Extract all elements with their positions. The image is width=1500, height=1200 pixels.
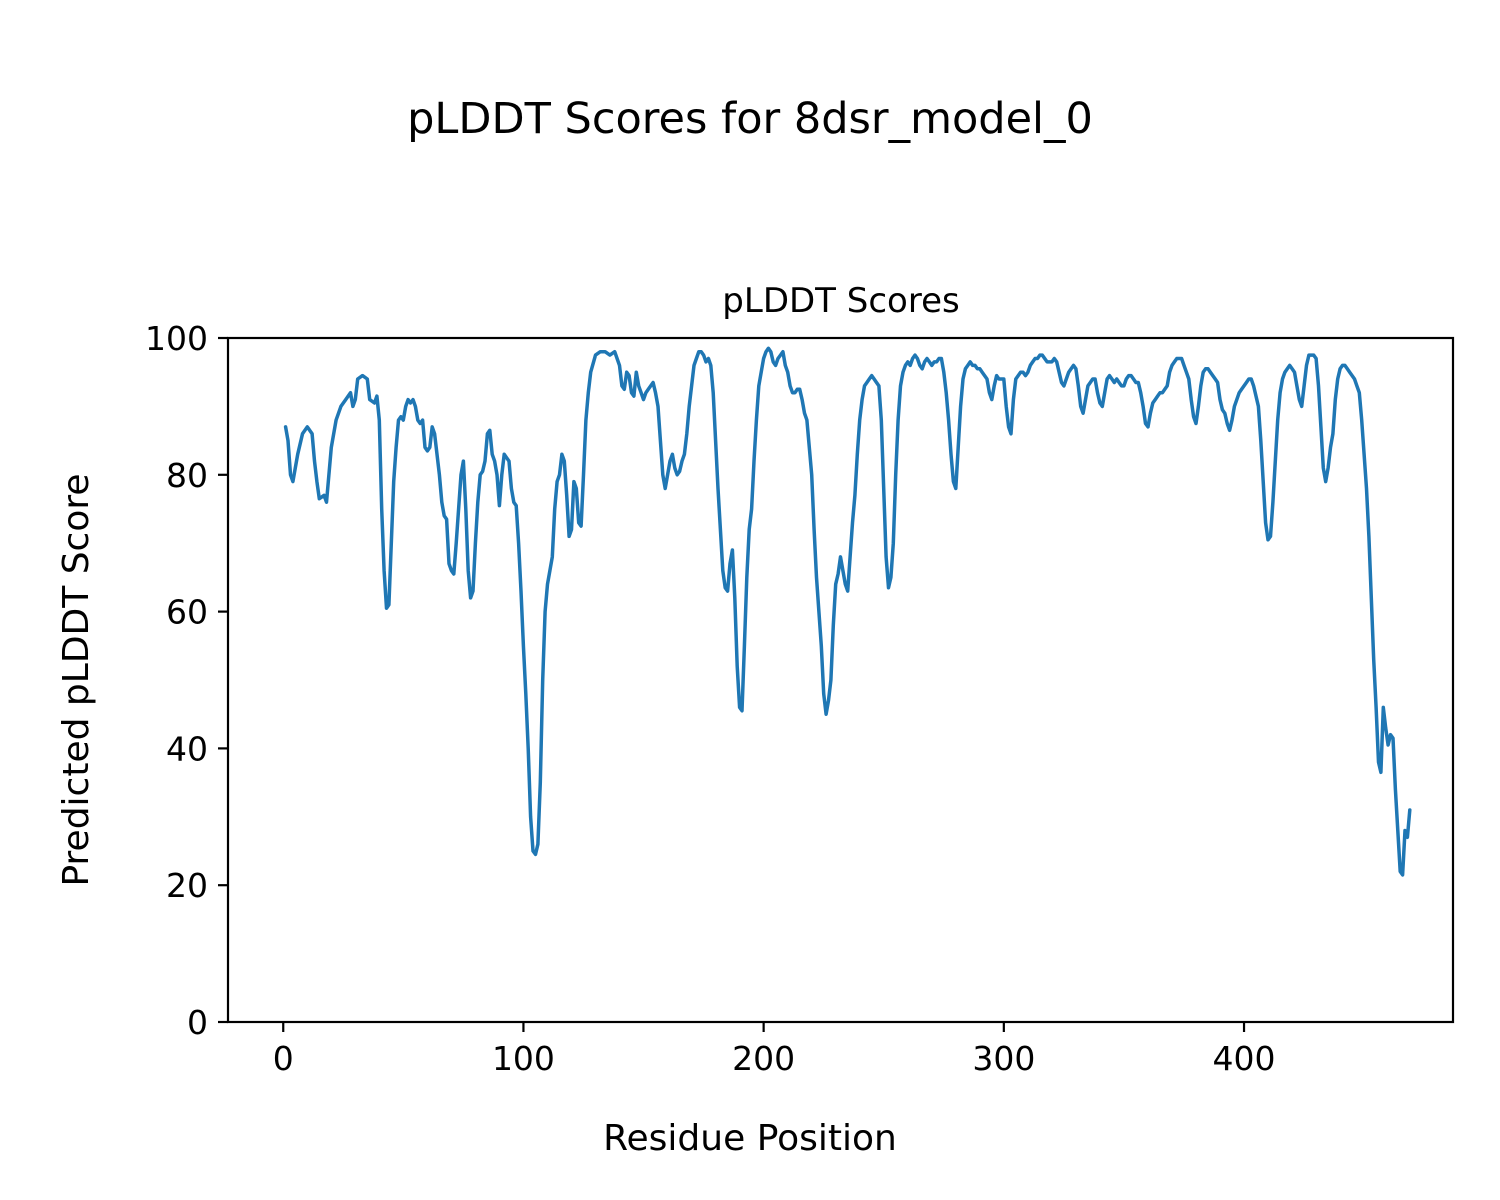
figure-suptitle: pLDDT Scores for 8dsr_model_0 (407, 94, 1093, 144)
axes-title: pLDDT Scores (722, 281, 959, 321)
y-tick-label: 80 (166, 456, 208, 495)
x-axis-ticks: 0 100 200 300 400 (273, 1022, 1276, 1078)
y-tick-label: 40 (166, 729, 208, 768)
y-axis-label: Predicted pLDDT Score (56, 473, 97, 886)
x-tick-label: 0 (273, 1039, 294, 1078)
x-tick-label: 300 (972, 1039, 1035, 1078)
x-tick-label: 100 (492, 1039, 555, 1078)
y-tick-label: 60 (166, 593, 208, 632)
plot-border (226, 336, 1455, 1024)
y-tick-label: 100 (145, 319, 208, 358)
y-tick-label: 20 (166, 866, 208, 905)
x-tick-label: 200 (732, 1039, 795, 1078)
plddt-line-series (283, 346, 1412, 877)
x-tick-label: 400 (1213, 1039, 1276, 1078)
y-tick-label: 0 (187, 1003, 208, 1042)
x-axis-label: Residue Position (603, 1118, 897, 1159)
y-axis-ticks: 0 20 40 60 80 100 (145, 319, 228, 1042)
